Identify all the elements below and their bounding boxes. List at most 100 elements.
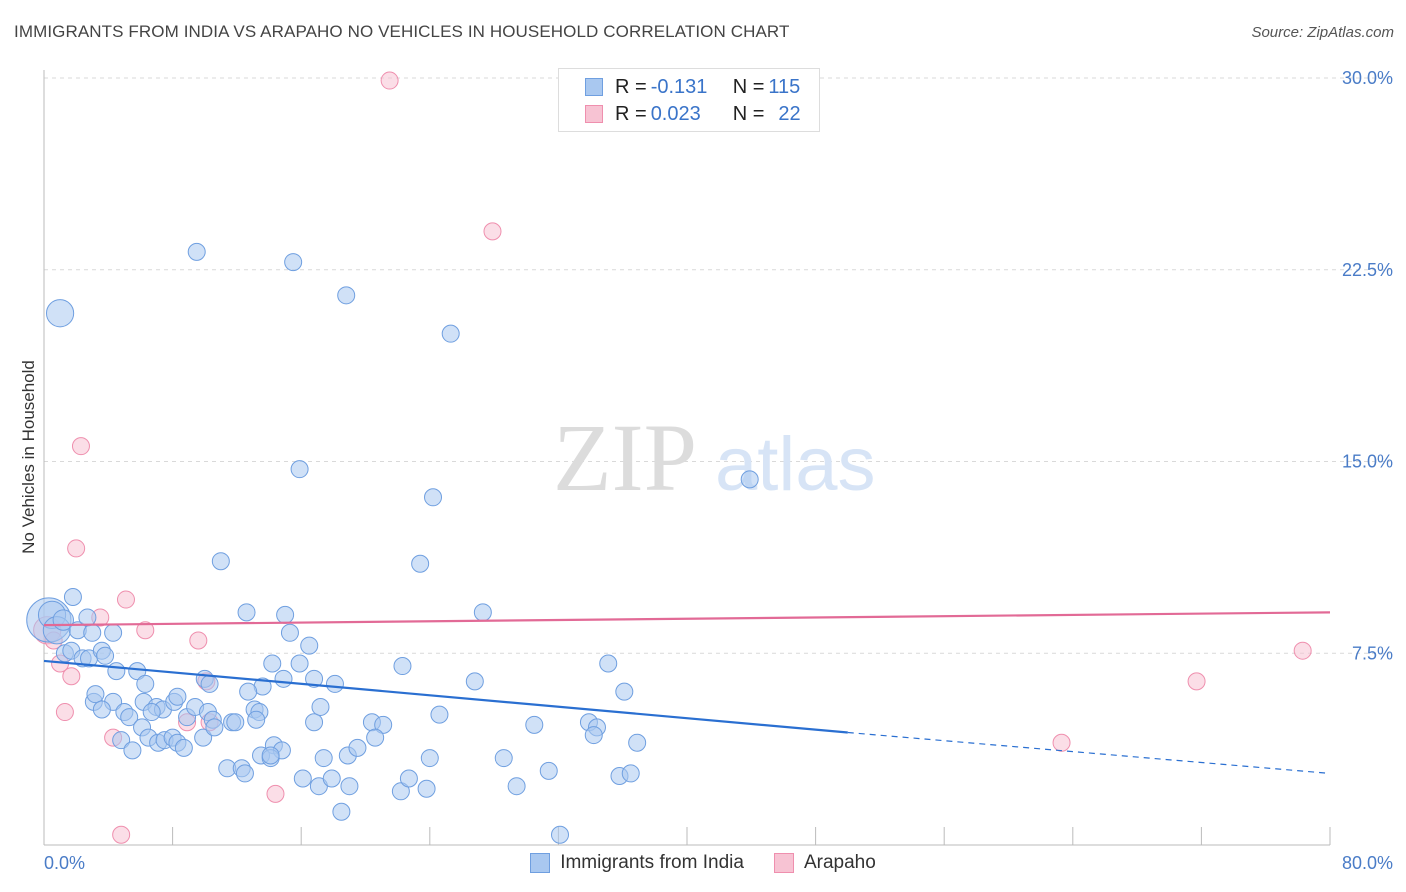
- india-point: [305, 669, 324, 688]
- arapaho-swatch: [585, 105, 603, 123]
- y-tick-label: 15.0%: [1342, 452, 1393, 472]
- india-point: [284, 253, 303, 272]
- arapaho-point: [71, 437, 90, 456]
- india-point: [399, 769, 418, 788]
- india-point: [123, 741, 142, 760]
- india-point: [473, 603, 492, 622]
- n-value: 115: [768, 75, 801, 98]
- india-point: [205, 718, 224, 737]
- india-swatch: [530, 853, 551, 873]
- india-point: [465, 672, 484, 691]
- arapaho-point: [189, 631, 208, 650]
- india-point: [247, 710, 266, 729]
- india-point: [551, 825, 570, 844]
- india-point: [120, 708, 139, 727]
- india-point: [584, 726, 603, 745]
- india-point: [494, 749, 513, 768]
- india-point: [411, 554, 430, 573]
- arapaho-point: [62, 667, 81, 686]
- india-point: [112, 731, 131, 750]
- chart-title: IMMIGRANTS FROM INDIA VS ARAPAHO NO VEHI…: [14, 22, 790, 41]
- india-point: [314, 749, 333, 768]
- arapaho-point: [483, 222, 502, 241]
- india-point: [507, 777, 526, 796]
- india-point: [311, 697, 330, 716]
- india-point: [226, 713, 245, 732]
- india-point: [420, 749, 439, 768]
- india-point: [96, 646, 115, 665]
- india-point: [92, 700, 111, 719]
- legend-item-arapaho[interactable]: Arapaho: [773, 852, 876, 874]
- india-point: [142, 703, 161, 722]
- india-point: [293, 769, 312, 788]
- watermark-zip: ZIP: [553, 404, 697, 511]
- x-tick-label-min: 0.0%: [44, 853, 85, 873]
- n-label: N =: [732, 102, 765, 125]
- y-tick-label: 30.0%: [1342, 68, 1393, 88]
- india-point: [83, 623, 102, 642]
- india-point: [290, 460, 309, 479]
- trend-lines: [43, 611, 1331, 775]
- india-point: [322, 769, 341, 788]
- india-point: [280, 623, 299, 642]
- india-point: [274, 669, 293, 688]
- india-point: [417, 779, 436, 798]
- legend-item-india[interactable]: Immigrants from India: [530, 852, 744, 874]
- india-point: [366, 728, 385, 747]
- correlation-legend: R = -0.131 N = 115 R = 0.023 N = 22: [558, 68, 820, 132]
- y-tick-label: 22.5%: [1342, 260, 1393, 280]
- india-point: [441, 324, 460, 343]
- india-point: [187, 242, 206, 261]
- india-point: [621, 764, 640, 783]
- india-point: [615, 682, 634, 701]
- arapaho-point: [1187, 672, 1206, 691]
- india-trend-extension: [847, 731, 1331, 775]
- legend-row-india: R = -0.131 N = 115: [585, 74, 804, 100]
- arapaho-swatch: [773, 853, 794, 873]
- india-point: [348, 738, 367, 757]
- india-point: [290, 654, 309, 673]
- n-label: N =: [732, 75, 765, 98]
- india-point: [263, 654, 282, 673]
- india-point: [107, 662, 126, 681]
- india-points: [26, 242, 759, 844]
- india-point: [374, 715, 393, 734]
- india-point: [237, 603, 256, 622]
- india-point: [337, 286, 356, 305]
- india-point: [628, 733, 647, 752]
- y-tick-labels: 7.5% 15.0% 22.5% 30.0%: [1342, 68, 1393, 663]
- india-point: [424, 488, 443, 507]
- legend-label-arapaho: Arapaho: [803, 852, 876, 873]
- arapaho-point: [1052, 733, 1071, 752]
- india-point: [63, 588, 82, 607]
- india-swatch: [585, 78, 603, 96]
- india-point: [430, 705, 449, 724]
- r-value: 0.023: [650, 102, 701, 125]
- r-label: R =: [615, 102, 647, 125]
- india-point: [235, 764, 254, 783]
- india-point: [45, 299, 75, 328]
- arapaho-point: [136, 621, 155, 640]
- arapaho-trend-line: [43, 611, 1331, 627]
- y-tick-label: 7.5%: [1352, 643, 1393, 663]
- india-point: [391, 782, 410, 801]
- india-point: [740, 470, 759, 489]
- india-point: [393, 657, 412, 676]
- india-point: [136, 674, 155, 693]
- grid-lines: [44, 77, 1390, 654]
- india-point: [525, 715, 544, 734]
- arapaho-point: [116, 590, 135, 609]
- arapaho-point: [112, 825, 131, 844]
- arapaho-point: [67, 539, 86, 558]
- legend-row-arapaho: R = 0.023 N = 22: [585, 101, 805, 127]
- y-axis-label: No Vehicles in Household: [19, 360, 38, 554]
- india-point: [325, 674, 344, 693]
- india-point: [86, 685, 105, 704]
- x-tick-label-max: 80.0%: [1342, 853, 1393, 873]
- arapaho-point: [1293, 641, 1312, 660]
- series-legend: Immigrants from India Arapaho: [0, 852, 1406, 874]
- legend-label-india: Immigrants from India: [560, 852, 744, 873]
- india-point: [332, 802, 351, 821]
- india-point: [261, 746, 280, 765]
